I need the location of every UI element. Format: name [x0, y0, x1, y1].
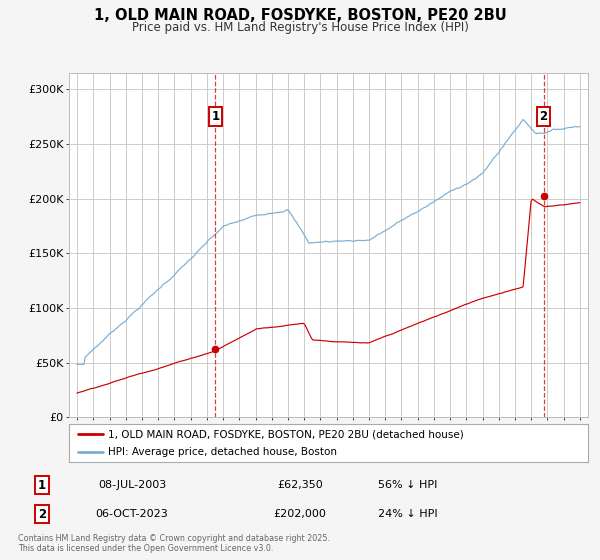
Text: 2: 2 — [38, 508, 46, 521]
Text: Price paid vs. HM Land Registry's House Price Index (HPI): Price paid vs. HM Land Registry's House … — [131, 21, 469, 34]
Text: 06-OCT-2023: 06-OCT-2023 — [95, 509, 169, 519]
Text: 1, OLD MAIN ROAD, FOSDYKE, BOSTON, PE20 2BU (detached house): 1, OLD MAIN ROAD, FOSDYKE, BOSTON, PE20 … — [108, 429, 464, 439]
Text: £62,350: £62,350 — [277, 480, 323, 490]
Text: HPI: Average price, detached house, Boston: HPI: Average price, detached house, Bost… — [108, 447, 337, 457]
Text: Contains HM Land Registry data © Crown copyright and database right 2025.
This d: Contains HM Land Registry data © Crown c… — [18, 534, 330, 553]
Text: 1, OLD MAIN ROAD, FOSDYKE, BOSTON, PE20 2BU: 1, OLD MAIN ROAD, FOSDYKE, BOSTON, PE20 … — [94, 8, 506, 24]
Text: £202,000: £202,000 — [274, 509, 326, 519]
Text: 2: 2 — [539, 110, 548, 123]
Text: 24% ↓ HPI: 24% ↓ HPI — [378, 509, 438, 519]
Text: 08-JUL-2003: 08-JUL-2003 — [98, 480, 166, 490]
Text: 1: 1 — [38, 479, 46, 492]
Text: 1: 1 — [211, 110, 220, 123]
Text: 56% ↓ HPI: 56% ↓ HPI — [379, 480, 437, 490]
